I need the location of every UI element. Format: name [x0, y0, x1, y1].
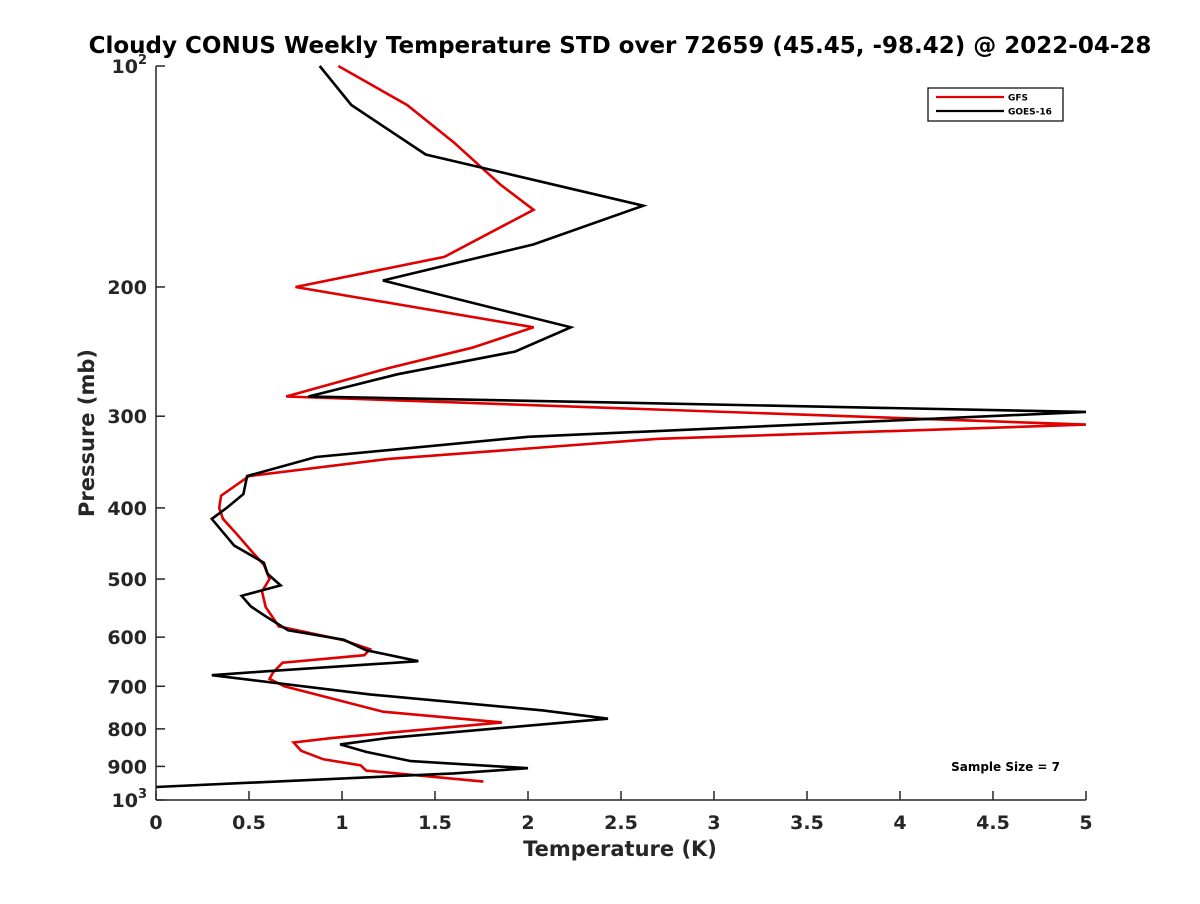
- legend: GFS GOES-16: [927, 87, 1064, 122]
- y-tick-label: 500: [107, 569, 147, 591]
- y-tick-label: 200: [107, 277, 147, 299]
- x-tick-label: 2: [521, 812, 534, 834]
- y-tick-label: 900: [107, 756, 147, 778]
- y-tick-label: 300: [107, 406, 147, 428]
- plot-area: 0 0.5 1 1.5 2 2.5 3 3.5 4 4.5 5 102 200 300 400 500 600 7…: [107, 53, 1092, 834]
- legend-box: [927, 87, 1064, 122]
- y-tick-label: 102: [112, 53, 148, 78]
- x-tick-label: 1: [335, 812, 348, 834]
- legend-label: GOES-16: [1008, 108, 1052, 118]
- x-tick-label: 3.5: [790, 812, 824, 834]
- chart-title: Cloudy CONUS Weekly Temperature STD over…: [89, 33, 1152, 59]
- y-tick-label: 600: [107, 627, 147, 649]
- y-tick-label: 800: [107, 719, 147, 741]
- y-axis-label: Pressure (mb): [75, 349, 99, 517]
- x-axis-label: Temperature (K): [523, 837, 717, 861]
- legend-label: GFS: [1008, 94, 1028, 104]
- x-tick-label: 5: [1079, 812, 1092, 834]
- sample-size-annotation: Sample Size = 7: [951, 760, 1060, 774]
- y-tick-label: 700: [107, 676, 147, 698]
- y-tick-label: 103: [112, 787, 148, 812]
- x-tick-label: 4.5: [976, 812, 1010, 834]
- x-tick-label: 4: [893, 812, 906, 834]
- x-tick-label: 0.5: [232, 812, 266, 834]
- x-tick-label: 1.5: [418, 812, 452, 834]
- x-tick-label: 2.5: [604, 812, 638, 834]
- series-line-goes-16: [156, 65, 1086, 789]
- y-tick-label: 400: [107, 498, 147, 520]
- x-tick-label: 3: [707, 812, 720, 834]
- x-tick-label: 0: [149, 812, 162, 834]
